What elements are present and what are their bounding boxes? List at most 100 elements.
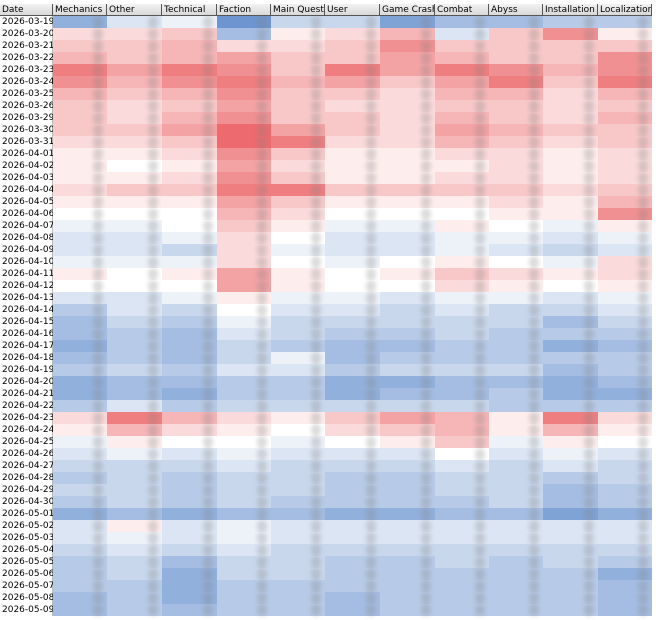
heat-cell (489, 496, 543, 508)
heat-cell (107, 424, 162, 436)
heat-cell (325, 328, 380, 340)
heat-cell (380, 304, 435, 316)
heat-cell (271, 256, 325, 268)
heat-cell (271, 160, 325, 172)
heat-cell (162, 160, 217, 172)
heat-cell (325, 556, 380, 568)
heat-cell (217, 400, 271, 412)
heat-cell (107, 592, 162, 604)
heat-cell (53, 100, 107, 112)
heat-cell (435, 184, 489, 196)
heat-cell (53, 592, 107, 604)
heat-cell (543, 64, 598, 76)
row-date: 2026-04-01 (0, 148, 55, 160)
heat-cell (598, 160, 652, 172)
heat-cell (598, 412, 652, 424)
heat-cell (217, 184, 271, 196)
heat-cell (489, 220, 543, 232)
heat-cell (598, 496, 652, 508)
heat-cell (217, 544, 271, 556)
heat-cell (271, 592, 325, 604)
row-date: 2026-04-15 (0, 316, 55, 328)
heat-cell (107, 100, 162, 112)
heat-cell (598, 184, 652, 196)
heat-cell (435, 76, 489, 88)
heat-cell (271, 124, 325, 136)
heat-cell (543, 76, 598, 88)
heat-cell (489, 436, 543, 448)
heat-cell (325, 112, 380, 124)
heat-cell (325, 460, 380, 472)
heat-cell (325, 16, 380, 28)
heat-cell (380, 544, 435, 556)
heat-cell (53, 436, 107, 448)
heat-cell (53, 484, 107, 496)
heat-cell (53, 124, 107, 136)
heat-cell (543, 136, 598, 148)
heat-cell (53, 424, 107, 436)
heat-cell (489, 16, 543, 28)
heat-cell (271, 580, 325, 592)
row-date: 2026-03-30 (0, 124, 55, 136)
heat-cell (543, 580, 598, 592)
heat-cell (598, 172, 652, 184)
heat-cell (489, 292, 543, 304)
heat-cell (162, 304, 217, 316)
heat-cell (271, 460, 325, 472)
heat-cell (598, 220, 652, 232)
heat-cell (217, 424, 271, 436)
heat-cell (217, 364, 271, 376)
heat-cell (543, 448, 598, 460)
row-date: 2026-03-22 (0, 52, 55, 64)
heat-cell (598, 472, 652, 484)
heat-cell (271, 136, 325, 148)
heat-cell (543, 400, 598, 412)
heat-cell (217, 412, 271, 424)
heat-cell (598, 148, 652, 160)
heat-cell (107, 16, 162, 28)
heat-cell (271, 220, 325, 232)
heat-cell (53, 328, 107, 340)
heat-cell (598, 400, 652, 412)
heat-cell (217, 172, 271, 184)
heat-cell (271, 268, 325, 280)
heat-cell (162, 220, 217, 232)
heat-cell (53, 136, 107, 148)
heat-cell (380, 532, 435, 544)
heat-cell (380, 196, 435, 208)
heat-cell (217, 472, 271, 484)
heat-cell (543, 472, 598, 484)
heat-cell (271, 520, 325, 532)
heat-cell (435, 268, 489, 280)
heat-cell (162, 544, 217, 556)
row-date: 2026-04-12 (0, 280, 55, 292)
heat-cell (162, 400, 217, 412)
heat-cell (217, 376, 271, 388)
heat-cell (271, 400, 325, 412)
heat-cell (543, 100, 598, 112)
row-date: 2026-04-28 (0, 472, 55, 484)
row-date: 2026-05-08 (0, 592, 55, 604)
row-date: 2026-03-25 (0, 88, 55, 100)
heat-cell (435, 100, 489, 112)
heat-cell (53, 196, 107, 208)
heat-cell (489, 556, 543, 568)
row-date: 2026-04-03 (0, 172, 55, 184)
heat-cell (325, 388, 380, 400)
heat-cell (271, 436, 325, 448)
row-date: 2026-04-22 (0, 400, 55, 412)
heat-cell (217, 532, 271, 544)
heat-cell (162, 364, 217, 376)
heat-cell (271, 28, 325, 40)
heat-cell (543, 364, 598, 376)
heat-cell (271, 376, 325, 388)
row-date: 2026-04-16 (0, 328, 55, 340)
heat-cell (489, 448, 543, 460)
heat-cell (107, 256, 162, 268)
row-date: 2026-04-30 (0, 496, 55, 508)
heat-cell (53, 304, 107, 316)
heat-cell (325, 448, 380, 460)
row-date: 2026-04-10 (0, 256, 55, 268)
heat-cell (107, 232, 162, 244)
heat-cell (53, 520, 107, 532)
